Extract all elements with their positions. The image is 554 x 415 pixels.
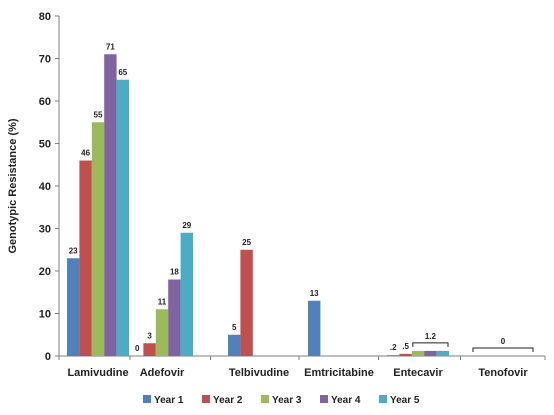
bar-adefovir-year-2 bbox=[143, 343, 156, 356]
x-category-label-adefovir: Adefovir bbox=[140, 367, 185, 379]
bar-lamivudine-year-1 bbox=[67, 258, 80, 356]
data-label-telbivudine-year-2: 25 bbox=[242, 238, 251, 247]
data-label-entecavir-year-1: .2 bbox=[390, 343, 397, 352]
bracket-label-tenofovir: 0 bbox=[501, 337, 506, 346]
x-category-label-emtricitabine: Emtricitabine bbox=[304, 367, 374, 379]
bar-lamivudine-year-5 bbox=[116, 79, 129, 356]
legend-swatch-year-3 bbox=[261, 395, 269, 403]
y-axis-title: Genotypic Resistance (%) bbox=[7, 118, 19, 253]
y-tick-label: 10 bbox=[39, 309, 51, 321]
bar-adefovir-year-3 bbox=[155, 309, 169, 356]
x-category-label-lamivudine: Lamivudine bbox=[67, 367, 128, 379]
y-tick-label: 40 bbox=[39, 181, 51, 193]
y-tick-label: 60 bbox=[39, 96, 51, 108]
legend-label-year-1: Year 1 bbox=[154, 395, 184, 406]
y-tick-label: 80 bbox=[39, 11, 51, 23]
legend-swatch-year-5 bbox=[379, 395, 387, 403]
bar-entecavir-year-1 bbox=[387, 355, 400, 356]
data-label-adefovir-year-1: 0 bbox=[135, 344, 140, 353]
data-label-adefovir-year-3: 11 bbox=[158, 297, 167, 306]
bar-adefovir-year-5 bbox=[180, 232, 193, 356]
bar-adefovir-year-4 bbox=[168, 279, 181, 356]
bar-emtricitabine-year-1 bbox=[308, 300, 321, 356]
y-tick-label: 0 bbox=[45, 351, 51, 363]
legend-label-year-2: Year 2 bbox=[213, 395, 243, 406]
legend-swatch-year-1 bbox=[143, 395, 151, 403]
x-category-label-entecavir: Entecavir bbox=[393, 367, 443, 379]
data-label-lamivudine-year-5: 65 bbox=[118, 68, 127, 77]
bar-entecavir-year-4 bbox=[424, 350, 437, 356]
bar-entecavir-year-5 bbox=[436, 350, 449, 356]
x-category-label-telbivudine: Telbivudine bbox=[229, 367, 289, 379]
legend-swatch-year-4 bbox=[320, 395, 328, 403]
y-tick-label: 20 bbox=[39, 266, 51, 278]
legend-label-year-4: Year 4 bbox=[331, 395, 361, 406]
bracket-entecavir bbox=[412, 342, 449, 347]
bar-entecavir-year-3 bbox=[411, 350, 425, 356]
bracket-label-entecavir: 1.2 bbox=[425, 332, 437, 341]
bar-lamivudine-year-2 bbox=[79, 160, 92, 356]
data-label-lamivudine-year-2: 46 bbox=[81, 149, 90, 158]
y-tick-label: 30 bbox=[39, 224, 51, 236]
bar-telbivudine-year-1 bbox=[228, 334, 241, 356]
data-label-adefovir-year-2: 3 bbox=[147, 331, 152, 340]
legend-label-year-3: Year 3 bbox=[272, 395, 302, 406]
bar-entecavir-year-2 bbox=[399, 353, 412, 356]
x-category-label-tenofovir: Tenofovir bbox=[478, 367, 528, 379]
data-label-lamivudine-year-1: 23 bbox=[69, 246, 78, 255]
data-label-entecavir-year-2: .5 bbox=[402, 342, 409, 351]
data-label-lamivudine-year-3: 55 bbox=[94, 110, 103, 119]
data-label-lamivudine-year-4: 71 bbox=[106, 42, 115, 51]
bracket-tenofovir bbox=[472, 347, 534, 352]
bar-lamivudine-year-3 bbox=[91, 122, 105, 356]
bar-telbivudine-year-2 bbox=[240, 249, 253, 356]
data-label-adefovir-year-5: 29 bbox=[182, 221, 191, 230]
data-label-adefovir-year-4: 18 bbox=[170, 268, 179, 277]
legend-swatch-year-2 bbox=[202, 395, 210, 403]
data-label-emtricitabine-year-1: 13 bbox=[310, 289, 319, 298]
legend-label-year-5: Year 5 bbox=[390, 395, 420, 406]
data-label-telbivudine-year-1: 5 bbox=[232, 323, 237, 332]
y-tick-label: 70 bbox=[39, 54, 51, 66]
bar-lamivudine-year-4 bbox=[104, 54, 117, 356]
y-tick-label: 50 bbox=[39, 139, 51, 151]
